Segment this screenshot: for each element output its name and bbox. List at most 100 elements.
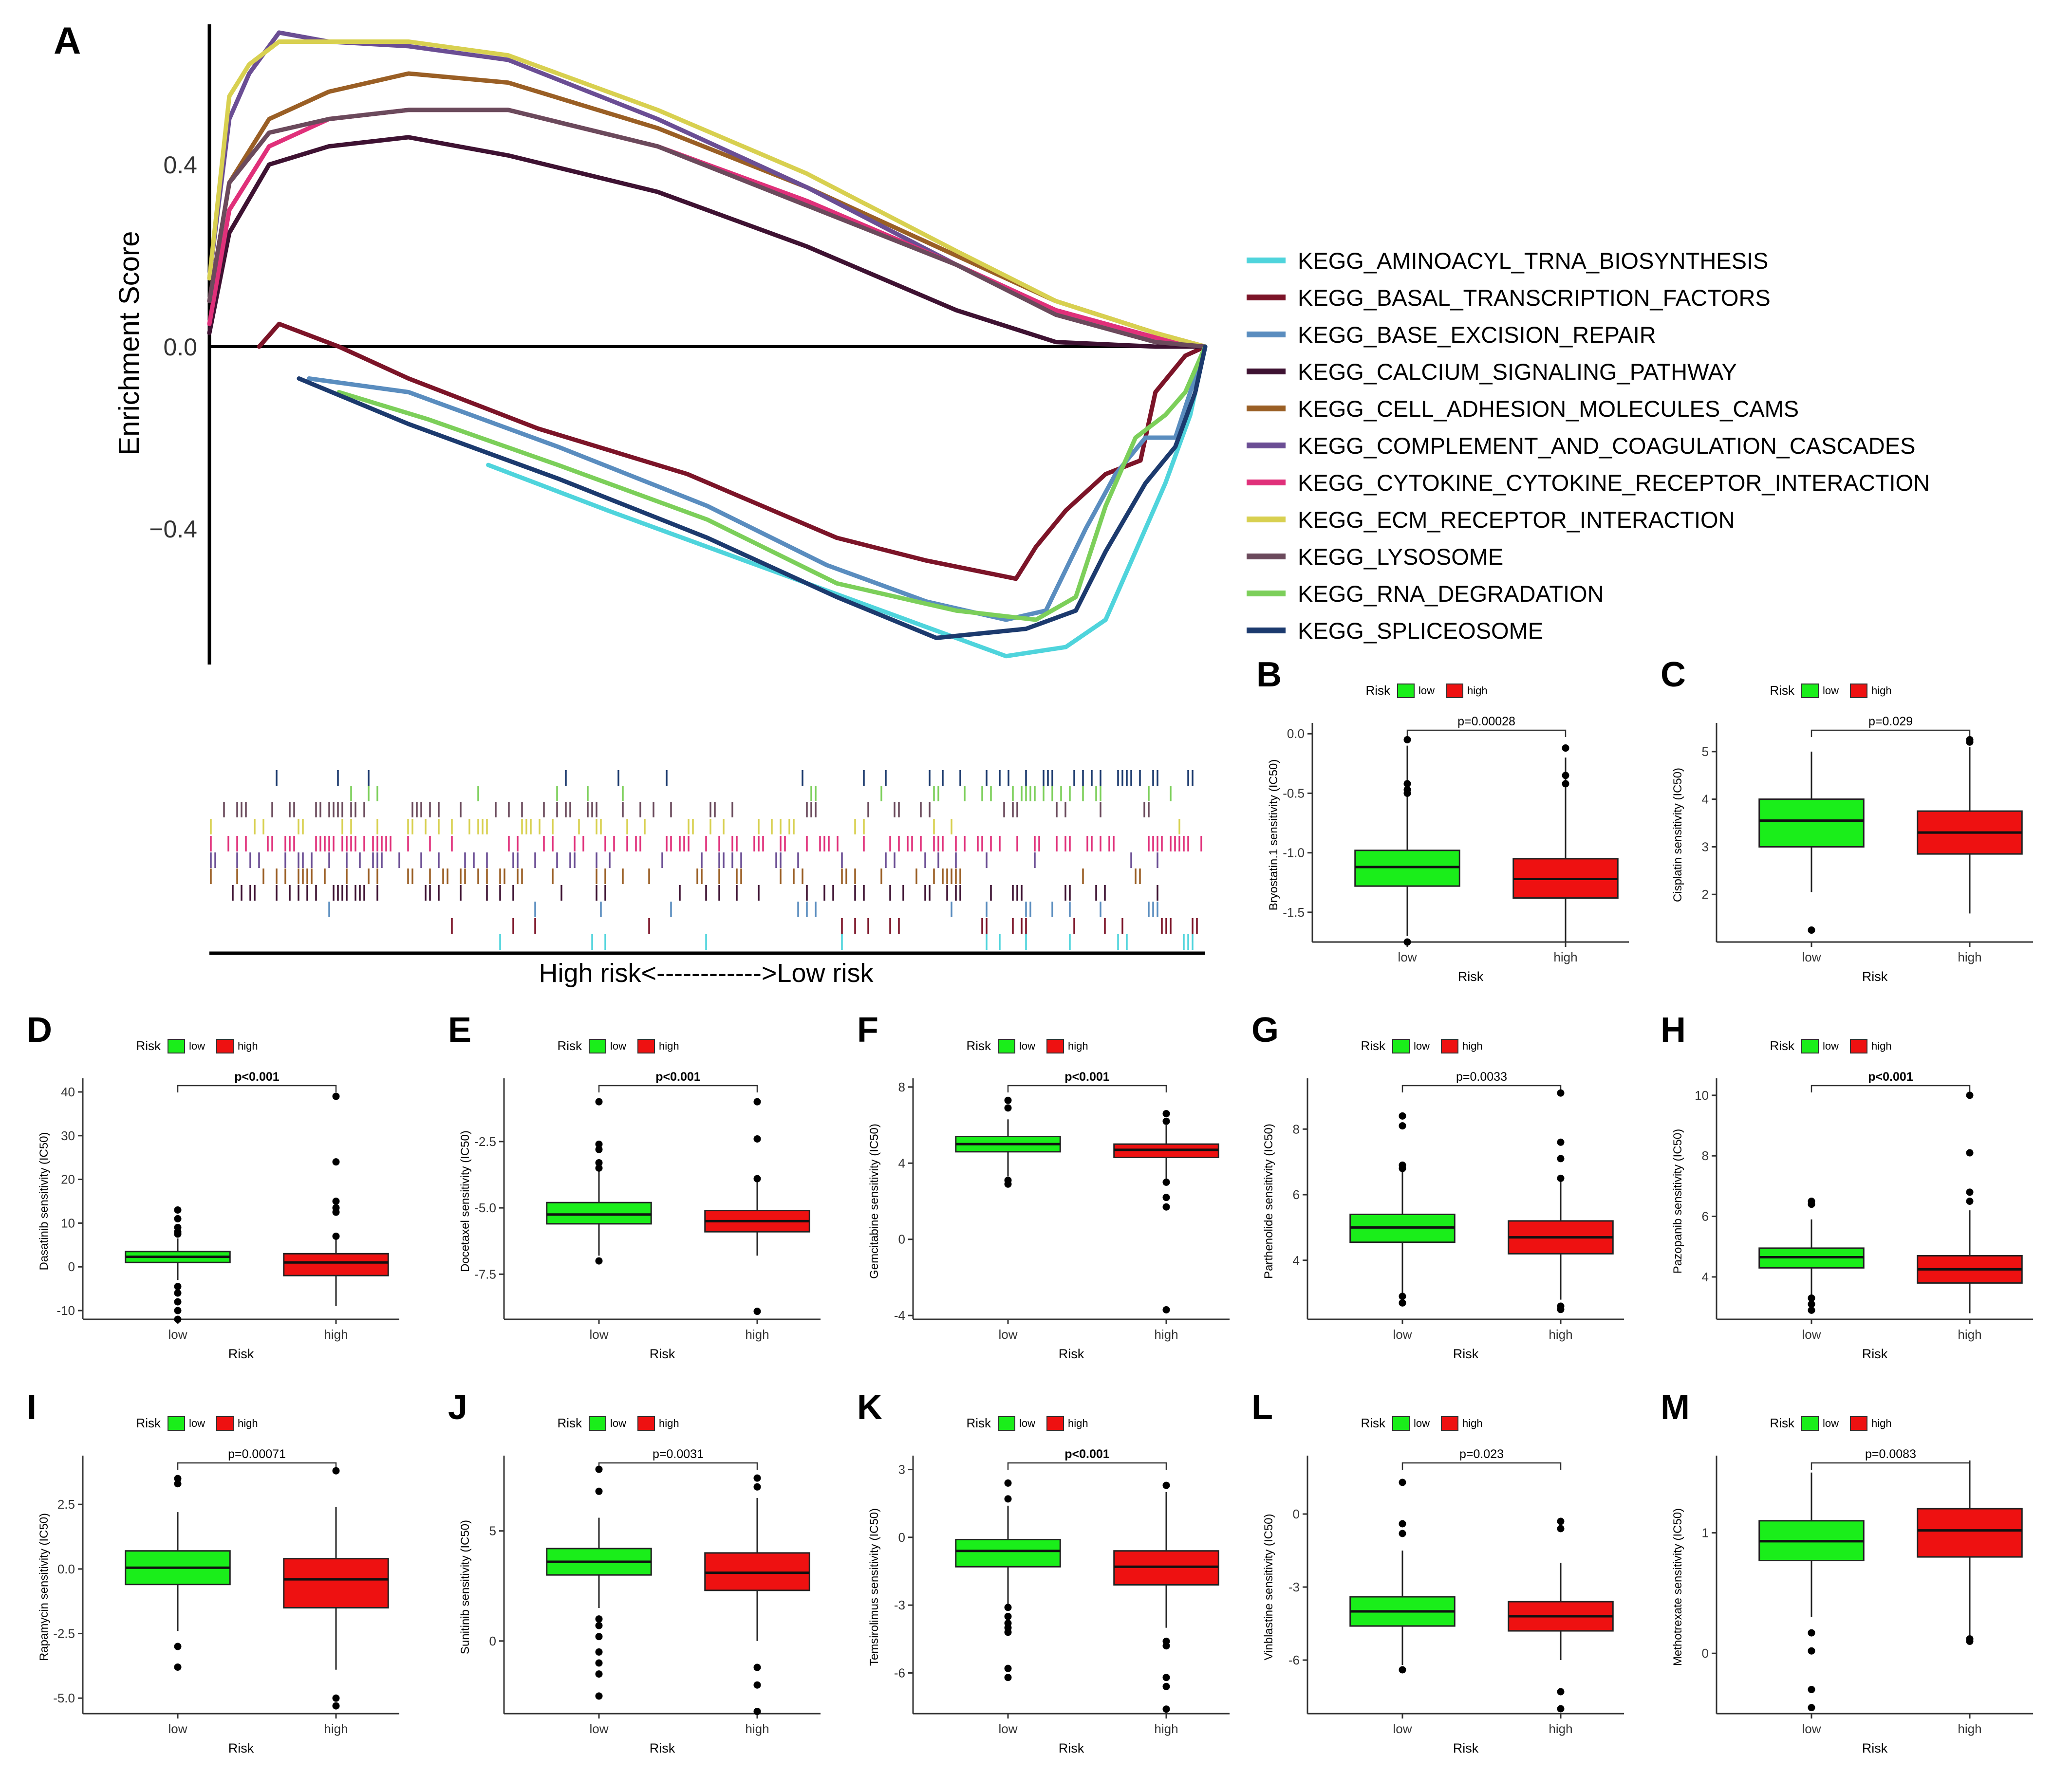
outlier-point-low <box>1004 1495 1012 1503</box>
legend-swatch-low <box>998 1416 1015 1431</box>
boxplot-panel-m: M Risk low high 1 0 Methotrexate sensitivity (… <box>1661 1388 2033 1756</box>
y-tick-label: 6 <box>1293 1187 1300 1202</box>
significance-bracket <box>598 1085 758 1092</box>
outlier-point-high <box>1966 1188 1974 1196</box>
outlier-point-high <box>1966 1091 1974 1099</box>
y-tick-label: 1 <box>1702 1526 1709 1540</box>
outlier-point-high <box>1562 744 1569 752</box>
outlier-point-low <box>174 1289 182 1297</box>
outlier-point-low <box>1004 1104 1012 1112</box>
outlier-point-low <box>595 1164 603 1172</box>
outlier-point-high <box>753 1135 761 1143</box>
legend-swatch-low <box>1801 1416 1819 1431</box>
p-value-label: p=0.0033 <box>1456 1070 1507 1084</box>
outlier-point-low <box>1004 1604 1012 1611</box>
legend-label-high: high <box>1467 684 1488 697</box>
outlier-point-low <box>174 1206 182 1214</box>
x-tick-label: low <box>1393 1327 1412 1342</box>
outlier-point-low <box>174 1663 182 1671</box>
legend-label-low: low <box>1823 1040 1839 1052</box>
x-tick-label: low <box>589 1721 608 1736</box>
y-axis-title: Bryostatin.1 sensitivity (IC50) <box>1267 759 1280 911</box>
legend-swatch-high <box>1850 1039 1867 1053</box>
outlier-point-high <box>1562 772 1569 779</box>
outlier-point-high <box>753 1308 761 1315</box>
x-tick-label: low <box>998 1327 1017 1342</box>
x-axis-title: Risk <box>228 1741 254 1756</box>
outlier-point-high <box>332 1208 340 1216</box>
x-tick-label: high <box>1958 1721 1981 1736</box>
legend-label-low: low <box>610 1040 626 1052</box>
outlier-point-low <box>1399 1164 1406 1172</box>
y-axis-title: Sunitinib sensitivity (IC50) <box>459 1520 472 1654</box>
y-tick-label: 8 <box>1702 1148 1709 1163</box>
y-tick-label: -3 <box>1288 1580 1300 1594</box>
y-tick-label: -5.0 <box>474 1201 496 1215</box>
boxplot-panel-k: K Risk low high 3 0 -3 -6 Temsirolimus sensitivi… <box>857 1388 1230 1756</box>
drug-sensitivity-boxplots: B Risk low high 0.0 -0.5 -1.0 -1.5Bryostatin.1 … <box>27 655 2033 1756</box>
p-value-label: p=0.0031 <box>653 1447 704 1461</box>
boxplot-panel-g: G Risk low high 8 6 4 Parthenolide sensitivity … <box>1251 1011 1624 1361</box>
y-axis-title: Vinblastine sensitivity (IC50) <box>1262 1514 1275 1660</box>
outlier-point-low <box>1399 1520 1406 1528</box>
p-value-label: p=0.023 <box>1459 1447 1504 1461</box>
bottom-risk-label: High risk<------------>Low risk <box>539 959 874 988</box>
legend-swatch-low <box>589 1039 606 1053</box>
legend-swatch-high <box>1441 1039 1458 1053</box>
outlier-point-high <box>1966 1149 1974 1157</box>
y-axis-title: Dasatinib sensitivity (IC50) <box>37 1132 51 1270</box>
outlier-point-low <box>595 1487 603 1495</box>
outlier-point-high <box>332 1702 340 1710</box>
legend-label-low: low <box>1419 684 1435 697</box>
outlier-point-high <box>1162 1178 1170 1186</box>
outlier-point-high <box>1557 1705 1565 1713</box>
boxplot-panel-d: D Risk low high 40 30 20 10 0 -10 Dasatinib sensit… <box>27 1011 399 1361</box>
legend-label-high: high <box>1068 1417 1088 1429</box>
y-tick-label: 2.5 <box>57 1497 75 1512</box>
p-value-label: p<0.001 <box>1868 1070 1913 1084</box>
significance-bracket <box>1007 1085 1167 1092</box>
x-tick-label: high <box>745 1721 769 1736</box>
legend-swatch-high <box>1046 1039 1064 1053</box>
legend-title: Risk <box>966 1038 991 1053</box>
panel-label: E <box>448 1011 471 1050</box>
outlier-point-low <box>1004 1180 1012 1188</box>
outlier-point-high <box>753 1707 761 1715</box>
significance-bracket <box>1811 1462 1971 1470</box>
y-tick-label: 0 <box>898 1530 905 1545</box>
y-tick-label: 20 <box>61 1172 75 1187</box>
outlier-point-high <box>1162 1306 1170 1313</box>
x-tick-label: low <box>1802 1721 1821 1736</box>
panel-label: B <box>1256 655 1282 694</box>
outlier-point-low <box>174 1283 182 1291</box>
x-axis-title: Risk <box>1453 1741 1479 1756</box>
y-tick-label: 5 <box>1702 744 1709 759</box>
p-value-label: p=0.0083 <box>1865 1447 1916 1461</box>
y-tick-label: 4 <box>1702 1270 1709 1284</box>
x-tick-label: high <box>1553 950 1577 964</box>
y-axis-title: Enrichment Score <box>113 231 145 456</box>
outlier-point-low <box>1399 1299 1406 1307</box>
legend-label-high: high <box>659 1040 679 1052</box>
p-value-label: p<0.001 <box>1064 1447 1110 1461</box>
y-tick-label: 0 <box>898 1232 905 1247</box>
outlier-point-low <box>174 1475 182 1482</box>
x-axis-title: Risk <box>1862 1741 1888 1756</box>
x-axis-title: Risk <box>1059 1741 1084 1756</box>
outlier-point-high <box>753 1681 761 1689</box>
y-tick-label: 4 <box>1702 792 1709 807</box>
outlier-point-low <box>1399 1478 1406 1486</box>
x-tick-label: low <box>1802 950 1821 964</box>
x-tick-label: high <box>745 1327 769 1342</box>
legend-swatch-high <box>1446 684 1463 698</box>
panel-label: M <box>1661 1388 1690 1427</box>
legend-label-low: low <box>1019 1040 1035 1052</box>
y-axis-title: Temsirolimus sensitivity (IC50) <box>868 1508 881 1666</box>
legend-swatch-high <box>216 1039 234 1053</box>
legend-swatch-low <box>998 1039 1015 1053</box>
legend-swatch-high <box>216 1416 234 1431</box>
series-line-4 <box>207 135 1208 349</box>
panel-label: K <box>857 1388 882 1427</box>
legend-swatch-high <box>1441 1416 1458 1431</box>
legend-label-low: low <box>189 1040 205 1052</box>
